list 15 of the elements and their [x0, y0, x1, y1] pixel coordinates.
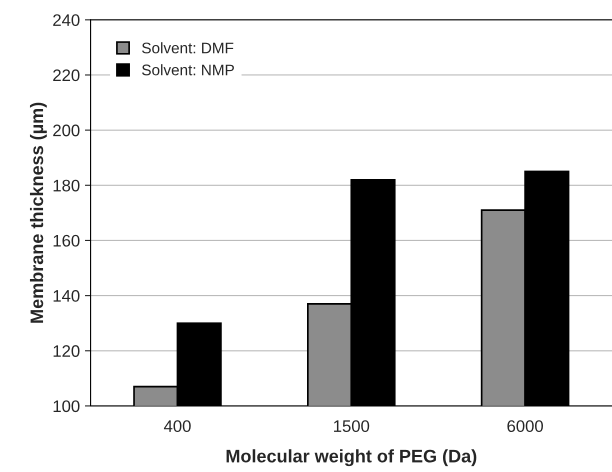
y-tick-label: 140 — [54, 290, 80, 302]
x-tick-label: 6000 — [507, 420, 543, 432]
y-tick-label: 100 — [54, 400, 80, 412]
legend-label: Solvent: NMP — [142, 64, 234, 76]
y-tick-label: 240 — [53, 14, 80, 26]
legend-label: Solvent: DMF — [142, 42, 234, 54]
y-tick-label: 200 — [53, 124, 80, 136]
y-tick-label: 160 — [54, 234, 80, 247]
y-tick-label: 180 — [54, 180, 80, 192]
x-axis-title: Molecular weight of PEG (Da) — [226, 449, 476, 466]
y-tick-label: 120 — [54, 345, 80, 357]
x-tick-label: 1500 — [334, 420, 370, 432]
x-tick-label: 400 — [164, 420, 191, 432]
y-tick-label: 220 — [53, 69, 80, 82]
y-axis-title: Membrane thickness (µm) — [30, 102, 47, 323]
